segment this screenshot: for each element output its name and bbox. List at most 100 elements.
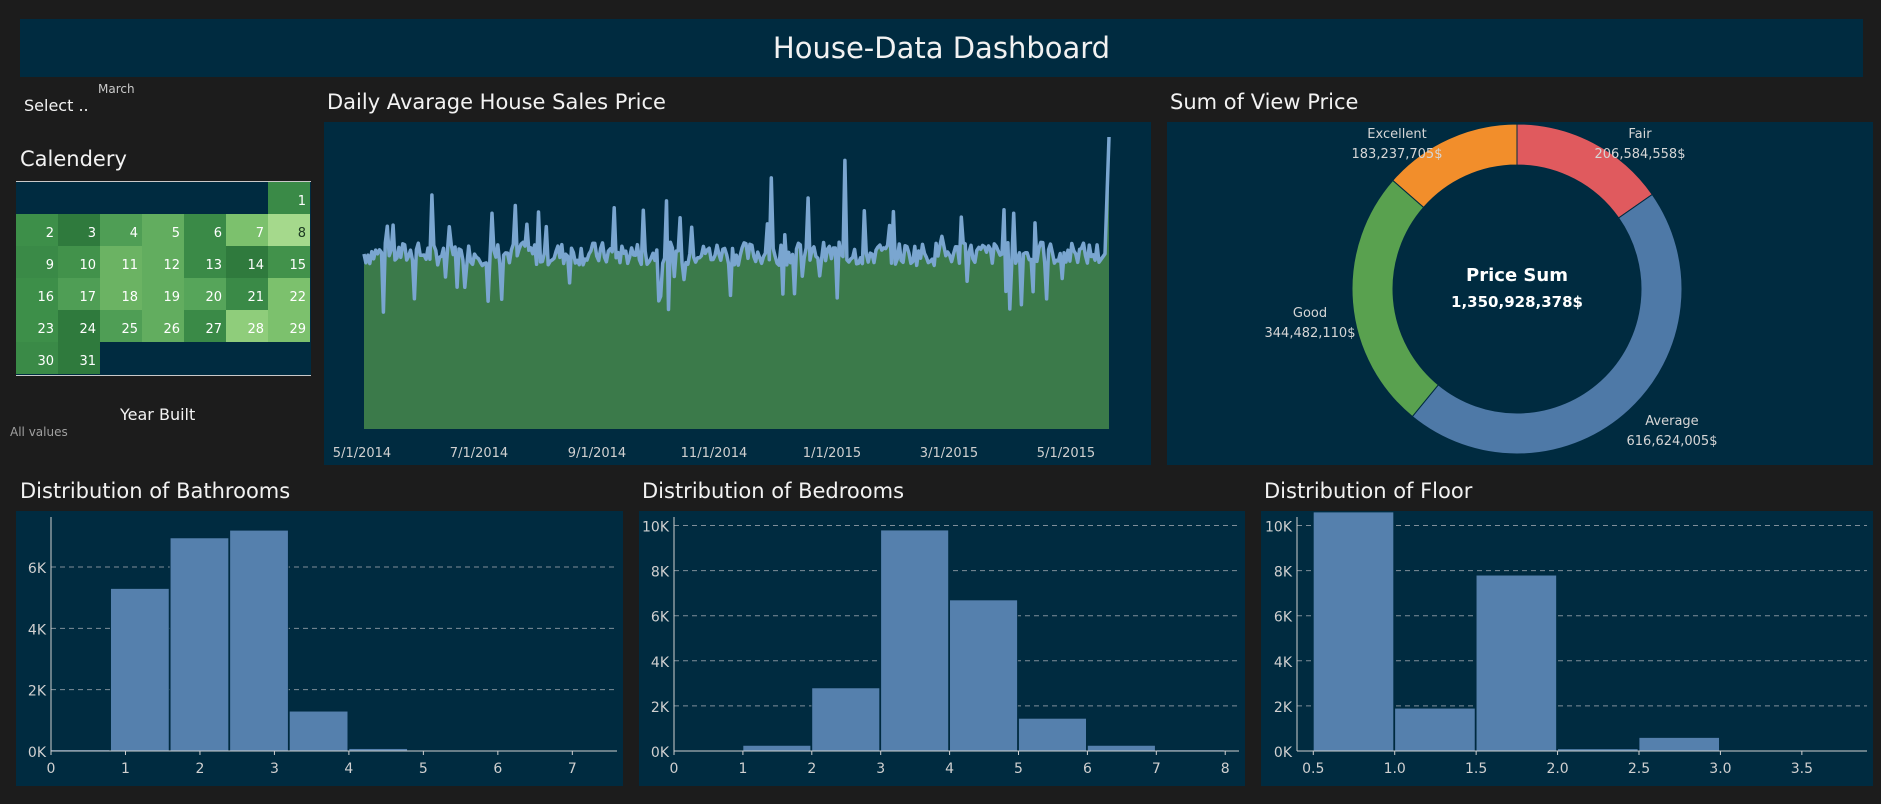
y-tick: 2K: [1274, 700, 1293, 716]
y-tick: 0K: [28, 745, 47, 761]
calendar-day[interactable]: 1: [268, 182, 310, 214]
calendar-grid: 1 2 3 4 5 6 7 8 9 10 11 12 13 14 15 16 17 18 19 20 21 22 23 24 2…: [16, 181, 311, 376]
donut-panel: Fair 206,584,558$ Average 616,624,005$ Good 3…: [1167, 122, 1873, 465]
x-tick: 4: [344, 761, 353, 777]
hist-bar: [288, 710, 349, 752]
calendar-day[interactable]: 8: [268, 214, 310, 246]
hist-bar: [880, 529, 950, 752]
calendar-day[interactable]: 14: [226, 246, 268, 278]
dashboard-header: House-Data Dashboard: [20, 19, 1863, 77]
calendar-day[interactable]: 19: [142, 278, 184, 310]
hist-bar: [1087, 744, 1156, 752]
x-tick: 1: [738, 761, 747, 777]
y-tick: 0K: [1274, 745, 1293, 761]
calendar-day[interactable]: 2: [16, 214, 58, 246]
x-tick: 0: [670, 761, 679, 777]
x-tick: 0.5: [1302, 761, 1324, 777]
x-tick: 7: [568, 761, 577, 777]
y-tick: 6K: [28, 561, 47, 577]
bathrooms-hist-svg: 0K 2K 4K 6K 0 1 2 3 4 5 6 7: [28, 517, 617, 777]
donut-label-value: 616,624,005$: [1627, 434, 1718, 449]
hist-bar: [742, 744, 812, 752]
calendar-day[interactable]: 16: [16, 278, 58, 310]
x-tick: 1.5: [1465, 761, 1487, 777]
y-tick: 4K: [28, 622, 47, 638]
year-built-label: Year Built: [120, 405, 196, 424]
month-select[interactable]: Select ..: [24, 96, 89, 115]
calendar-title: Calendery: [20, 147, 127, 171]
dashboard-title: House-Data Dashboard: [772, 31, 1111, 65]
calendar-day[interactable]: 27: [184, 310, 226, 342]
x-tick: 1.0: [1384, 761, 1406, 777]
x-tick: 5: [1014, 761, 1023, 777]
calendar-day[interactable]: 28: [226, 310, 268, 342]
calendar-day[interactable]: 24: [58, 310, 100, 342]
x-tick: 6: [1083, 761, 1092, 777]
x-tick: 3: [876, 761, 885, 777]
calendar-day[interactable]: 23: [16, 310, 58, 342]
calendar-day[interactable]: 21: [226, 278, 268, 310]
calendar-day[interactable]: 3: [58, 214, 100, 246]
donut-label-value: 344,482,110$: [1265, 326, 1356, 341]
y-tick: 8K: [651, 565, 670, 581]
hist-bar: [110, 588, 170, 752]
calendar-day[interactable]: 5: [142, 214, 184, 246]
donut-label-value: 206,584,558$: [1595, 147, 1686, 162]
calendar-day[interactable]: 7: [226, 214, 268, 246]
daily-x-tick: 5/1/2014: [333, 446, 391, 461]
y-tick: 0K: [651, 745, 670, 761]
calendar-day[interactable]: 13: [184, 246, 226, 278]
donut-center-value: 1,350,928,378$: [1451, 293, 1583, 311]
x-tick: 7: [1152, 761, 1161, 777]
calendar-day[interactable]: 6: [184, 214, 226, 246]
calendar-day[interactable]: 20: [184, 278, 226, 310]
x-tick: 2: [807, 761, 816, 777]
x-tick: 6: [493, 761, 502, 777]
x-tick: 3: [270, 761, 279, 777]
calendar-day[interactable]: 25: [100, 310, 142, 342]
daily-x-tick: 7/1/2014: [450, 446, 508, 461]
calendar-day[interactable]: 17: [58, 278, 100, 310]
floor-title: Distribution of Floor: [1264, 479, 1473, 503]
y-tick: 10K: [642, 520, 670, 536]
calendar-day[interactable]: 22: [268, 278, 310, 310]
floor-panel: 0K 2K 4K 6K 8K 10K 0.5 1.0 1.5 2.0 2.5 3.0 3.5: [1261, 511, 1873, 786]
hist-bar: [1394, 707, 1476, 752]
calendar-day[interactable]: 9: [16, 246, 58, 278]
x-tick: 3.0: [1709, 761, 1731, 777]
hist-bar: [229, 529, 289, 752]
hist-bar: [1638, 737, 1720, 752]
calendar-day[interactable]: 31: [58, 342, 100, 374]
calendar-day[interactable]: 30: [16, 342, 58, 374]
calendar-day[interactable]: 12: [142, 246, 184, 278]
year-built-filter[interactable]: All values: [10, 425, 68, 439]
hist-bar: [1475, 574, 1557, 752]
y-tick: 10K: [1265, 520, 1293, 536]
daily-area: [364, 137, 1109, 429]
calendar-day[interactable]: 15: [268, 246, 310, 278]
daily-line: [362, 136, 1111, 314]
x-tick: 3.5: [1791, 761, 1813, 777]
y-tick: 6K: [1274, 610, 1293, 626]
calendar-day[interactable]: 4: [100, 214, 142, 246]
calendar-day[interactable]: 10: [58, 246, 100, 278]
calendar-day[interactable]: 26: [142, 310, 184, 342]
donut-slice-average: [1411, 193, 1683, 455]
daily-chart-title: Daily Avarage House Sales Price: [327, 90, 666, 114]
y-tick: 8K: [1274, 565, 1293, 581]
x-tick: 2.5: [1628, 761, 1650, 777]
daily-chart-svg: 5/1/2014 7/1/2014 9/1/2014 11/1/2014 1/1/201…: [333, 136, 1111, 461]
x-tick: 2.0: [1546, 761, 1568, 777]
y-tick: 4K: [1274, 655, 1293, 671]
calendar-day[interactable]: 11: [100, 246, 142, 278]
donut-label-name: Good: [1293, 306, 1327, 321]
y-tick: 2K: [651, 700, 670, 716]
bathrooms-panel: 0K 2K 4K 6K 0 1 2 3 4 5 6 7: [16, 511, 623, 786]
daily-x-tick: 11/1/2014: [681, 446, 748, 461]
donut-label-value: 183,237,705$: [1352, 147, 1443, 162]
donut-label-name: Fair: [1628, 127, 1652, 142]
x-tick: 8: [1221, 761, 1230, 777]
calendar-day[interactable]: 29: [268, 310, 310, 342]
hist-bar: [811, 687, 881, 752]
calendar-day[interactable]: 18: [100, 278, 142, 310]
